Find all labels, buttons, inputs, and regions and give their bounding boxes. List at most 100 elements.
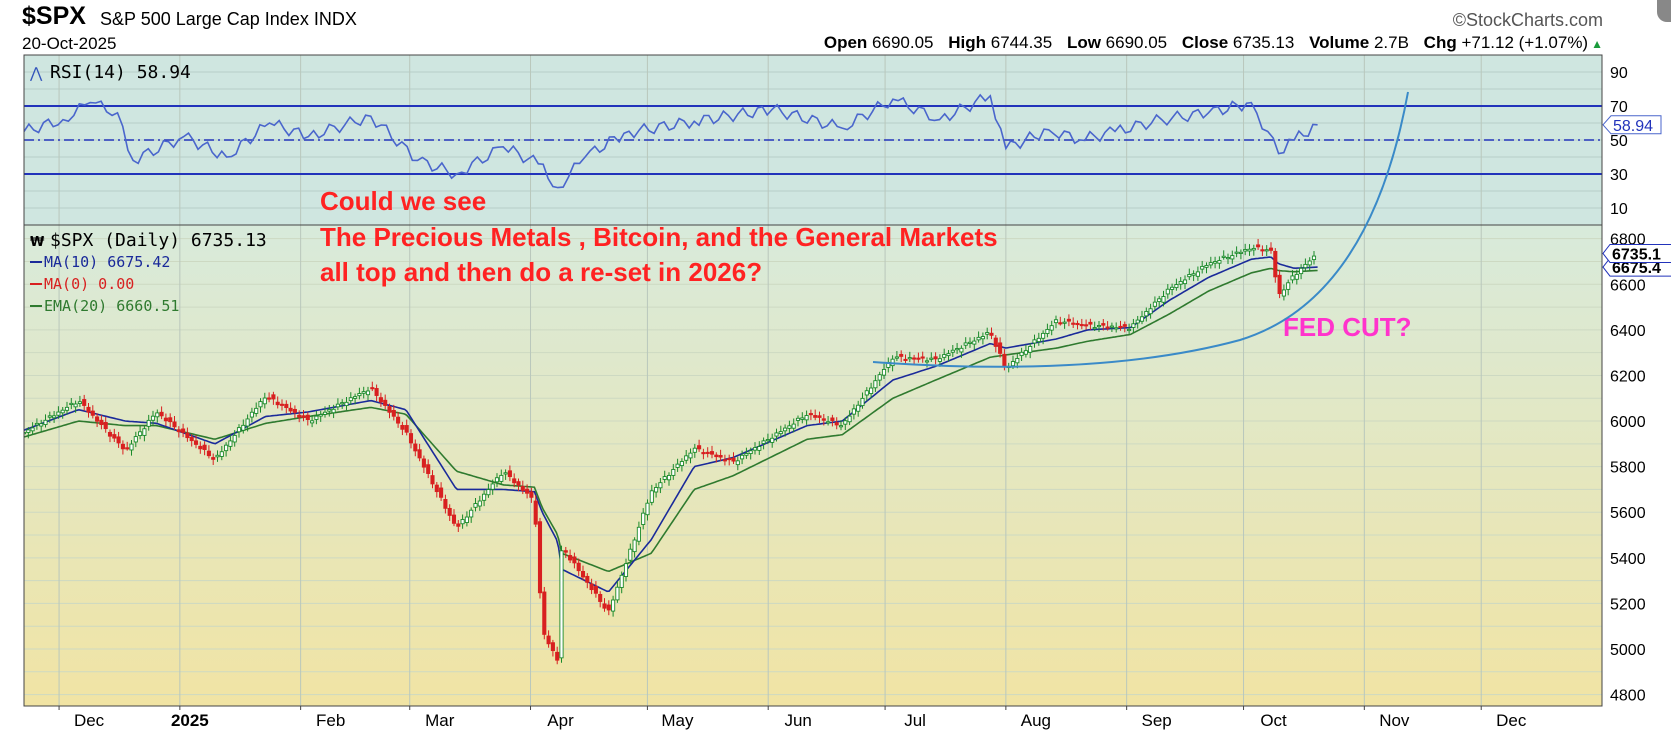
candle-body	[894, 356, 899, 359]
candle-body	[791, 423, 796, 429]
candle-body	[224, 444, 229, 452]
candle-body	[623, 563, 629, 577]
candle-body	[77, 401, 82, 404]
candle-body	[232, 434, 237, 443]
candle-body	[494, 477, 500, 483]
candle-body	[808, 413, 813, 416]
candle-body	[873, 380, 878, 389]
candle-body	[937, 358, 942, 362]
candle-body	[417, 449, 422, 459]
rsi-tick-label: 30	[1610, 167, 1628, 184]
candle-body	[473, 503, 478, 508]
candle-body	[847, 415, 852, 423]
rsi-tick-label: 10	[1610, 201, 1628, 218]
candle-body	[1045, 328, 1050, 334]
candle-body	[817, 415, 822, 418]
candle-body	[202, 444, 207, 450]
candle-body	[1204, 265, 1209, 268]
candle-body	[301, 415, 306, 418]
candle-body	[112, 434, 117, 439]
candle-body	[959, 347, 964, 353]
candle-body	[615, 586, 620, 601]
candle-body	[589, 583, 594, 591]
candle-body	[335, 403, 340, 408]
candle-body	[701, 452, 706, 455]
candle-body	[598, 593, 603, 602]
candle-body	[1277, 274, 1282, 295]
rsi-legend-icon: ⋀	[29, 64, 43, 82]
candle-body	[314, 415, 319, 420]
fed-cut-annotation: FED CUT?	[1283, 312, 1412, 342]
candle-body	[1251, 247, 1256, 251]
candle-body	[993, 337, 998, 347]
candle-body	[189, 436, 194, 442]
candle-body	[550, 642, 555, 652]
candle-body	[1170, 286, 1175, 290]
candle-body	[1109, 325, 1114, 328]
candle-body	[1264, 249, 1269, 252]
candle-body	[1075, 322, 1080, 326]
candle-body	[525, 488, 530, 494]
candle-body	[864, 390, 869, 396]
candle-body	[408, 433, 414, 444]
question-line-2: The Precious Metals , Bitcoin, and the G…	[320, 222, 998, 252]
candle-body	[464, 516, 469, 523]
x-tick-label: Oct	[1260, 711, 1287, 730]
candle-body	[120, 443, 125, 450]
x-tick-label: Aug	[1021, 711, 1051, 730]
candle-body	[348, 397, 353, 402]
candle-body	[163, 417, 168, 422]
candle-body	[292, 408, 297, 413]
candle-body	[507, 470, 512, 478]
candle-body	[254, 407, 259, 414]
rsi-layer	[24, 93, 1602, 189]
candle-body	[142, 428, 147, 436]
candle-body	[387, 406, 392, 413]
candle-body	[64, 406, 70, 411]
candle-body	[503, 472, 508, 475]
candle-body	[404, 425, 409, 433]
candle-body	[512, 478, 517, 484]
candle-body	[830, 417, 835, 421]
x-tick-label: Dec	[1496, 711, 1527, 730]
change-value: +71.12 (+1.07%)	[1461, 33, 1589, 52]
close-value: 6735.13	[1232, 33, 1295, 52]
candle-body	[1144, 310, 1149, 317]
price-layer	[24, 238, 1318, 665]
candle-body	[331, 408, 336, 414]
candle-body	[787, 425, 792, 429]
candle-body	[1032, 339, 1037, 344]
candle-body	[357, 393, 362, 397]
candle-body	[1131, 323, 1136, 328]
candle-body	[800, 417, 805, 420]
candle-body	[946, 353, 951, 357]
index-name: S&P 500 Large Cap Index	[100, 9, 309, 29]
volume-label: Volume	[1309, 33, 1370, 52]
ma0-legend-label: MA(0) 0.00	[44, 275, 134, 293]
candle-body	[920, 356, 925, 359]
candle-body	[1213, 261, 1218, 264]
candle-body	[654, 487, 659, 493]
candle-body	[649, 490, 654, 503]
candle-body	[327, 408, 332, 412]
candle-body	[99, 419, 104, 426]
candle-body	[804, 415, 809, 421]
candle-body	[576, 562, 581, 572]
candle-body	[443, 499, 448, 509]
candle-body	[310, 420, 315, 424]
candle-body	[30, 427, 35, 432]
stockcharts-credit[interactable]: ©StockCharts.com	[1452, 10, 1603, 30]
candle-body	[860, 397, 865, 407]
candle-body	[318, 414, 323, 417]
candle-body	[1028, 346, 1033, 353]
candle-body	[138, 431, 143, 437]
candle-body	[1191, 273, 1196, 276]
change-label: Chg	[1423, 33, 1457, 52]
price-tick-label: 6400	[1610, 323, 1646, 340]
candle-body	[1127, 328, 1132, 332]
candle-body	[1010, 361, 1016, 367]
candle-body	[1303, 263, 1308, 269]
candle-body	[52, 415, 57, 419]
candle-body	[1066, 318, 1071, 322]
candle-body	[1139, 316, 1145, 322]
